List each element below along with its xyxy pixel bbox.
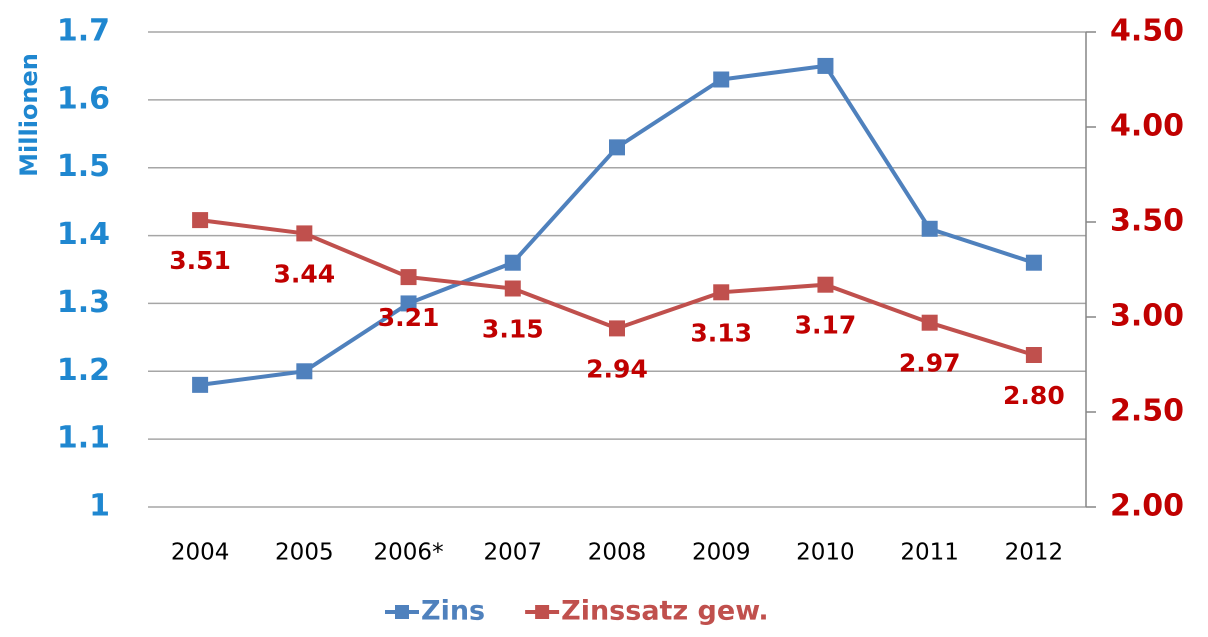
marker (609, 139, 625, 156)
y2-tick-label: 2.50 (1110, 394, 1184, 429)
y-tick-label: 1.7 (57, 14, 110, 49)
marker (921, 220, 938, 237)
legend-label: Zinssatz gew. (561, 596, 769, 627)
marker (1025, 254, 1042, 271)
data-label: 2.94 (586, 354, 648, 383)
data-label: 3.51 (169, 246, 231, 275)
data-label: 3.13 (690, 318, 752, 347)
marker (921, 314, 938, 331)
data-label: 3.21 (378, 303, 440, 332)
y-tick-label: 1.1 (57, 421, 110, 456)
y-tick-label: 1 (89, 489, 110, 524)
x-tick-label: 2011 (900, 540, 959, 566)
marker (296, 225, 313, 242)
x-tick-label: 2012 (1005, 540, 1064, 566)
marker (504, 280, 521, 297)
marker (817, 276, 834, 293)
x-tick-label: 2010 (796, 540, 855, 566)
y-tick-label: 1.4 (57, 217, 110, 252)
series-line (199, 63, 1035, 387)
marker (713, 71, 730, 88)
y-tick-label: 1.5 (57, 149, 110, 184)
y-tick-label: 1.2 (57, 353, 110, 388)
y2-tick-label: 4.00 (1110, 109, 1184, 144)
x-tick-label: 2006* (374, 540, 444, 566)
marker (296, 363, 313, 380)
data-label: 3.17 (795, 311, 857, 340)
legend-marker (535, 605, 550, 619)
x-tick-label: 2004 (171, 540, 230, 566)
marker (1025, 347, 1042, 363)
x-tick-label: 2005 (275, 540, 334, 566)
y-tick-label: 1.3 (57, 285, 110, 320)
data-label: 2.80 (1003, 381, 1065, 410)
marker (400, 295, 417, 312)
y2-tick-label: 2.00 (1110, 489, 1184, 524)
marker (609, 320, 625, 337)
marker (817, 57, 834, 74)
marker (192, 376, 209, 393)
y-axis-label: Millionen (15, 53, 43, 177)
data-label: 2.97 (899, 349, 961, 378)
marker (400, 269, 417, 286)
marker (192, 212, 209, 229)
y2-tick-label: 3.00 (1110, 299, 1184, 334)
x-tick-label: 2008 (588, 540, 647, 566)
x-tick-label: 2007 (484, 540, 543, 566)
y2-tick-label: 4.50 (1110, 14, 1184, 49)
data-label: 3.15 (482, 315, 544, 344)
x-tick-label: 2009 (692, 540, 751, 566)
data-label: 3.44 (273, 259, 335, 288)
y-tick-label: 1.6 (57, 81, 110, 116)
marker (713, 284, 730, 301)
y2-tick-label: 3.50 (1110, 204, 1184, 239)
marker (504, 254, 521, 271)
legend-label: Zins (421, 596, 485, 627)
legend-marker (395, 605, 409, 619)
